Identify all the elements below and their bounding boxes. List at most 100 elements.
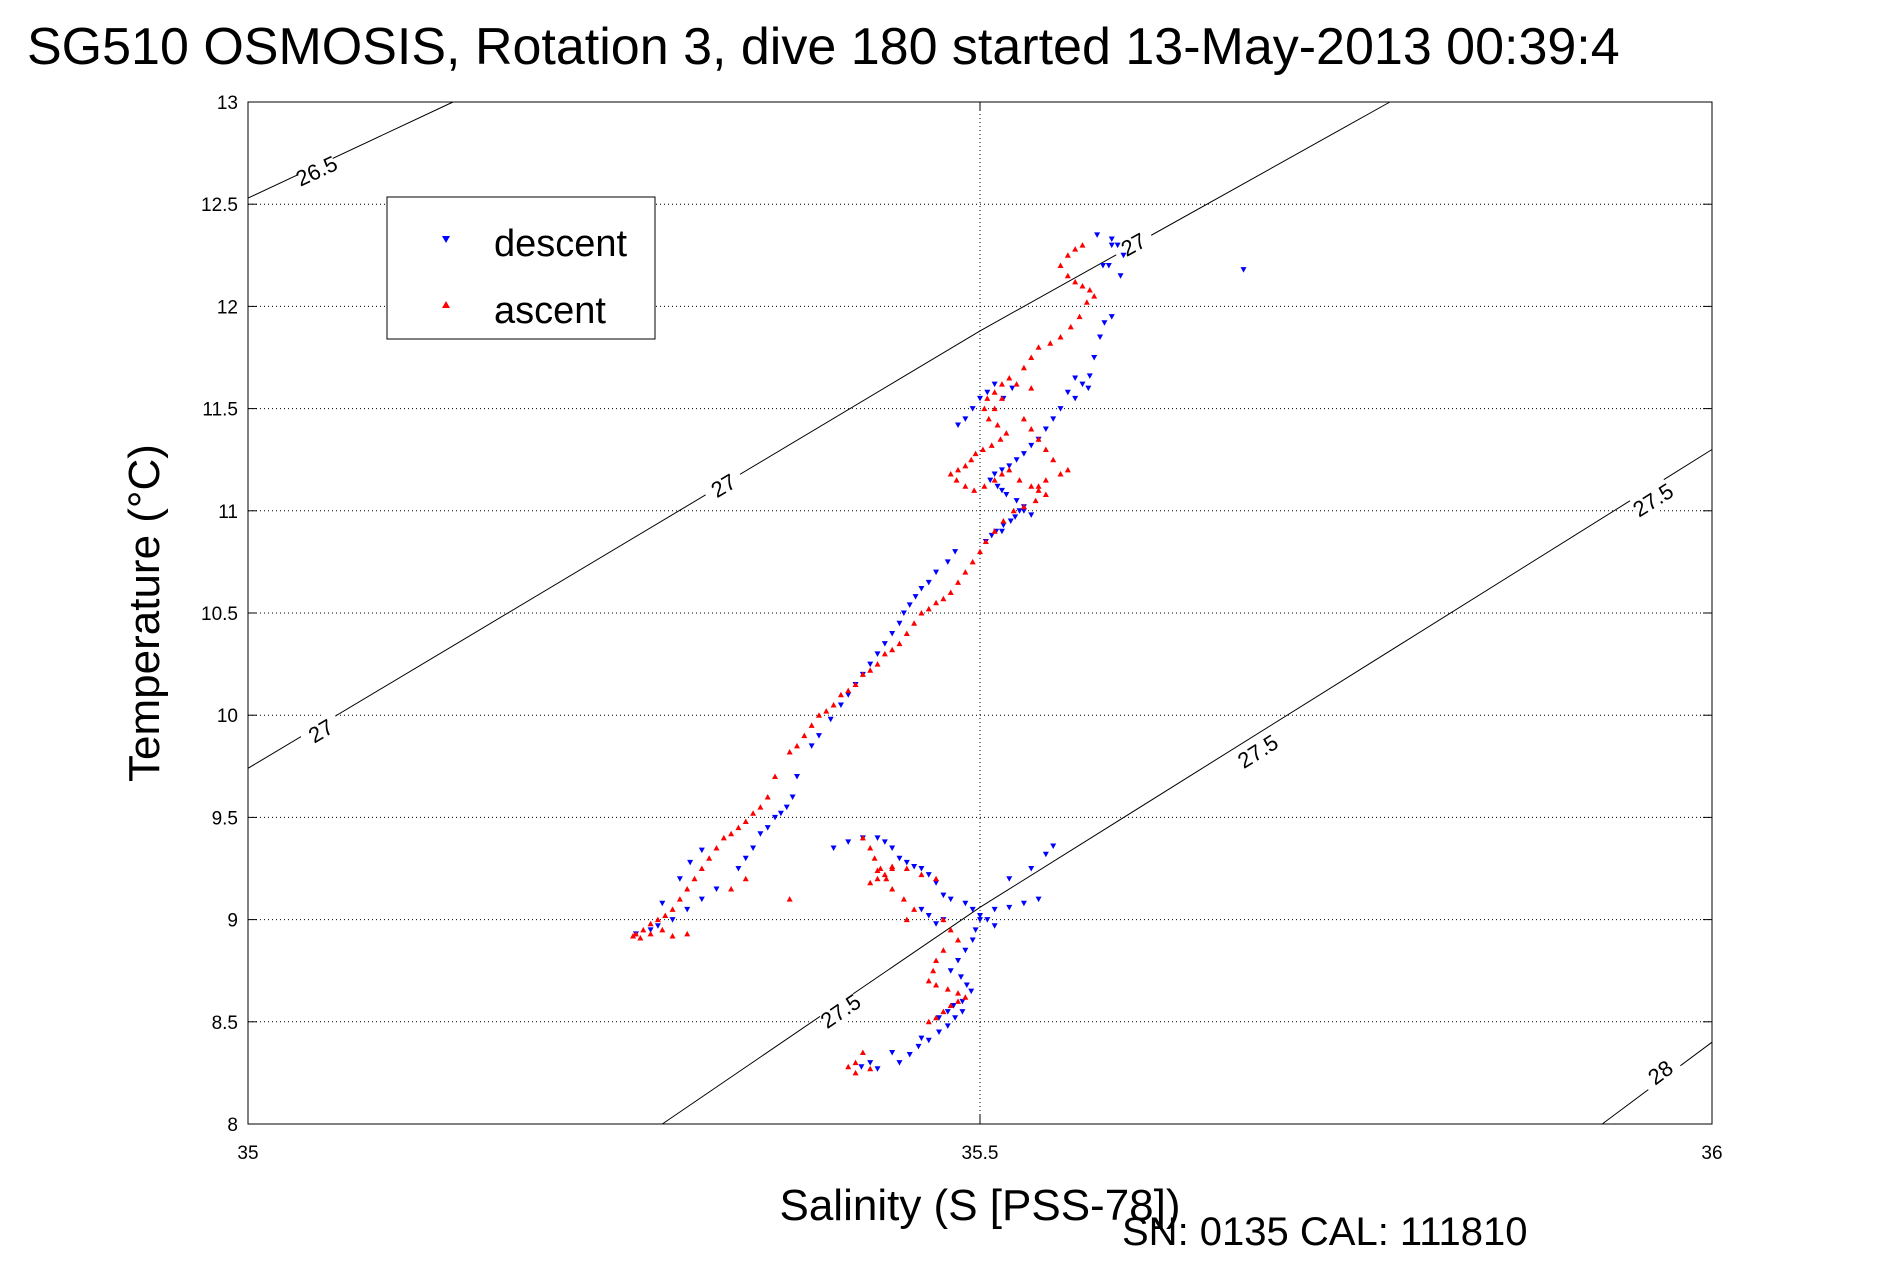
descent-point [1085,385,1092,392]
ascent-point [859,1049,866,1055]
ascent-point [947,1002,954,1008]
ascent-point [1064,252,1071,258]
ascent-point [1079,282,1086,289]
contour-label-bg [293,151,340,190]
descent-point [998,528,1005,535]
descent-point [940,892,947,899]
ascent-point [925,1018,932,1025]
descent-point [1000,522,1007,529]
ascent-point [1057,471,1064,477]
descent-point [1028,866,1035,872]
descent-point [915,1043,922,1050]
descent-point [984,389,991,396]
descent-point [925,913,932,919]
descent-point [957,974,964,980]
ascent-point [684,885,691,892]
ascent-point [815,712,822,718]
ascent-point [713,845,720,851]
ascent-point [925,605,932,612]
ascent-point [998,471,1005,477]
descent-point [1042,426,1049,433]
descent-point [1097,334,1104,341]
ascent-point [1003,430,1010,436]
ascent-point [1020,503,1027,510]
descent-point [881,839,888,845]
legend-marker-ascent [442,301,450,308]
contour-label-bg [1629,478,1677,521]
descent-point [1108,314,1115,320]
ascent-point [883,875,890,882]
descent-point [874,835,881,841]
descent-point [918,906,925,913]
descent-point [808,743,815,749]
ascent-point [1042,477,1049,483]
contour-label-bg [817,989,864,1032]
descent-point [977,913,983,919]
descent-point [991,381,998,388]
descent-point [896,1060,903,1066]
descent-point [713,886,720,892]
descent-point [830,845,837,852]
ascent-point [1000,518,1007,524]
ascent-point [1035,487,1042,493]
ascent-point [930,967,937,974]
x-tick-label: 35 [237,1143,258,1164]
descent-point [687,859,694,866]
ascent-point [962,994,969,1000]
serial-calibration-note: SN: 0135 CAL: 111810 [1122,1210,1527,1254]
ascent-point [830,701,837,708]
ascent-point [1028,385,1035,391]
descent-point [684,906,691,913]
ascent-point [1010,507,1017,514]
ascent-point [1006,466,1013,473]
ascent-point [867,879,874,886]
ascent-point [984,395,991,401]
ascent-point [691,875,698,882]
ascent-point [1079,242,1086,248]
ascent-point [998,395,1005,401]
contour-label-bg [699,464,747,506]
ascent-point [1020,364,1027,371]
descent-point [698,896,705,903]
ascent-point [874,661,881,667]
ascent-point [933,875,940,882]
descent-point [969,906,976,913]
ascent-point [1035,483,1042,489]
descent-point [944,559,951,565]
descent-point [906,602,913,608]
ascent-point [962,569,969,575]
ascent-point [903,865,910,871]
ascent-point [662,912,669,919]
descent-point [757,831,764,837]
descent-point [1079,381,1086,388]
ascent-point [1076,313,1083,320]
descent-point [947,968,954,974]
ascent-point [728,830,735,837]
descent-point [845,839,852,845]
descent-point [962,947,969,954]
ascent-point [881,650,888,657]
ascent-point [991,405,998,412]
ascent-point [889,863,896,869]
ascent-point [947,926,954,933]
ascent-point [750,810,757,816]
descent-point [783,804,790,811]
descent-point [1072,395,1079,402]
descent-point [1086,373,1093,379]
ascent-point [1016,477,1023,483]
ascent-point [1028,354,1035,360]
descent-point [911,863,918,870]
ascent-point [669,906,676,912]
ascent-point [979,446,986,452]
descent-point [933,921,940,927]
ascent-point [874,875,881,882]
descent-point [1013,457,1020,463]
contour-label-bg [297,710,345,752]
descent-point [867,661,874,668]
descent-point [994,483,1001,490]
descent-point [900,610,907,616]
descent-point [1006,463,1013,469]
ascent-point [1006,374,1013,381]
ascent-point [676,896,683,902]
